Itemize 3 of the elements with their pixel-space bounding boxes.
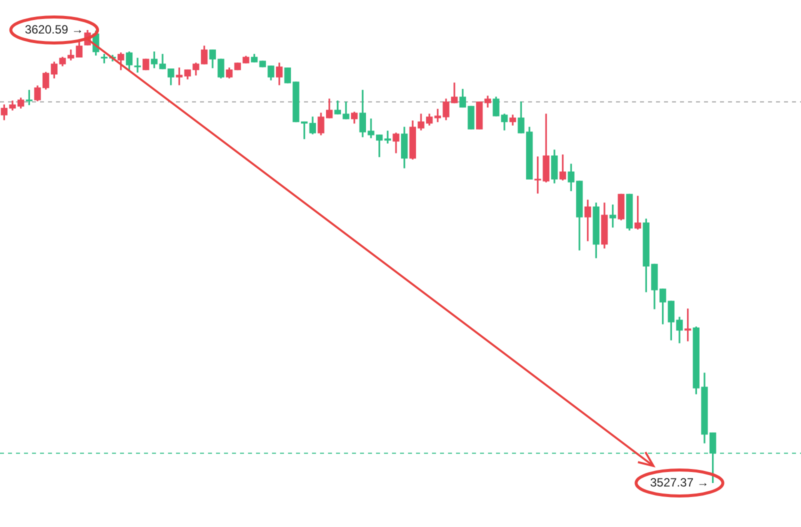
annotation: 3527.37 →	[650, 475, 709, 490]
candlestick	[476, 102, 483, 130]
annotation: 3620.59 →	[24, 22, 84, 36]
